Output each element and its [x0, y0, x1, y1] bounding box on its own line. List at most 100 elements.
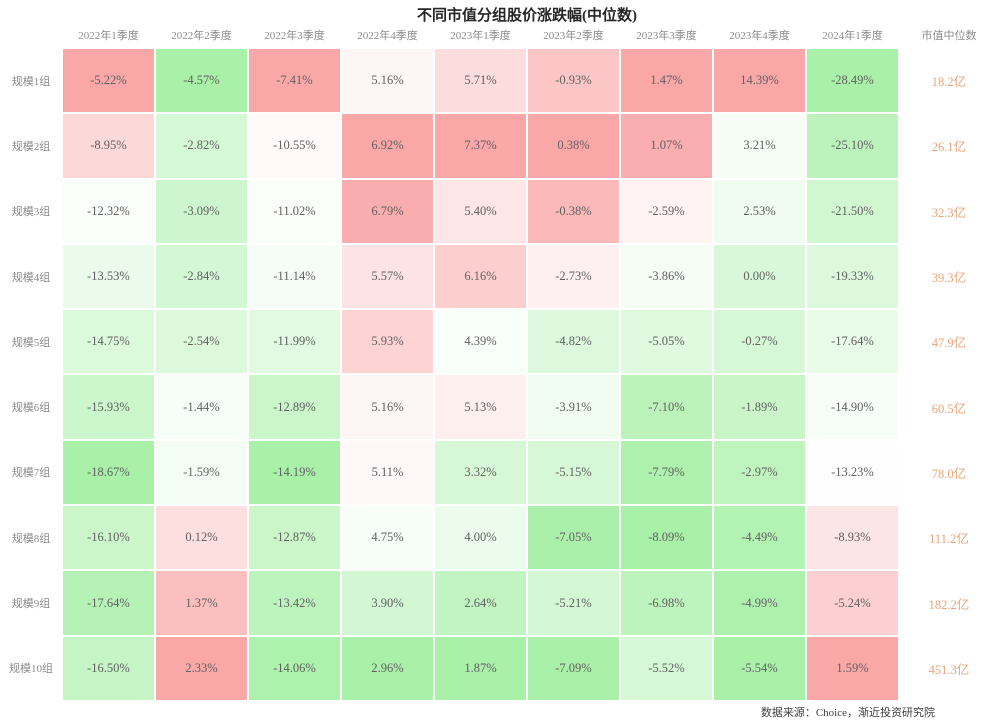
heatmap-cell: 2.64% [434, 570, 527, 636]
heatmap-cell: -2.97% [713, 439, 806, 506]
column-header: 2023年2季度 [543, 30, 604, 42]
heatmap-cell: -8.93% [806, 505, 899, 571]
heatmap-cell: -18.67% [62, 439, 155, 506]
heatmap-cell: -11.99% [248, 309, 341, 375]
column-header-row: 2022年1季度 2022年2季度 2022年3季度 2022年4季度 2023年1季度… [0, 22, 1000, 48]
heatmap-cell: 5.13% [434, 374, 527, 440]
row-label: 规模1组 [11, 75, 51, 88]
column-header: 2022年4季度 [357, 30, 418, 42]
heatmap-cell: -5.52% [620, 635, 713, 701]
row-label: 规模3组 [11, 206, 51, 219]
heatmap-cell: 4.75% [341, 505, 434, 571]
column-header-median-cap: 市值中位数 [921, 30, 977, 42]
median-cap-cell: 32.3亿 [899, 178, 999, 244]
column-header: 2023年3季度 [636, 30, 697, 42]
heatmap-cell: -8.09% [620, 505, 713, 571]
heatmap-cell: -1.89% [713, 374, 806, 440]
heatmap-cell: -19.33% [806, 243, 899, 310]
median-cap-cell: 18.2亿 [899, 48, 999, 114]
heatmap-cell: -6.98% [620, 570, 713, 636]
heatmap-cell: -17.64% [62, 570, 155, 636]
heatmap-cell: -4.49% [713, 505, 806, 571]
heatmap-cell: -28.49% [806, 48, 899, 114]
heatmap-cell: -10.55% [248, 113, 341, 179]
heatmap-cell: 5.16% [341, 374, 434, 440]
heatmap-cell: 5.11% [341, 439, 434, 506]
heatmap-cell: -5.21% [527, 570, 620, 636]
column-header: 2022年2季度 [171, 30, 232, 42]
heatmap-cell: 0.12% [155, 505, 248, 571]
column-header: 2022年1季度 [78, 30, 139, 42]
heatmap-cell: 1.47% [620, 48, 713, 114]
heatmap-cell: 5.16% [341, 48, 434, 114]
heatmap-cell: -1.59% [155, 439, 248, 506]
chart-title: 不同市值分组股价涨跌幅(中位数) [417, 8, 637, 24]
heatmap-cell: -7.79% [620, 439, 713, 506]
heatmap-cell: 2.53% [713, 178, 806, 244]
heatmap-cell: -7.41% [248, 48, 341, 114]
heatmap-cell: -3.86% [620, 243, 713, 310]
heatmap-cell: -14.19% [248, 439, 341, 506]
heatmap-cell: -2.82% [155, 113, 248, 179]
heatmap-cell: 5.40% [434, 178, 527, 244]
heatmap-cell: -0.38% [527, 178, 620, 244]
row-label: 规模7组 [11, 467, 51, 480]
heatmap-cell: -11.02% [248, 178, 341, 244]
heatmap-cell: 3.90% [341, 570, 434, 636]
heatmap-cell: -4.82% [527, 309, 620, 375]
heatmap-cell: -3.91% [527, 374, 620, 440]
heatmap-cell: 0.00% [713, 243, 806, 310]
median-cap-cell: 78.0亿 [899, 439, 999, 506]
heatmap-cell: -13.23% [806, 439, 899, 506]
column-header: 2022年3季度 [264, 30, 325, 42]
heatmap-cell: -14.90% [806, 374, 899, 440]
heatmap-cell: -2.73% [527, 243, 620, 310]
heatmap-cell: -7.05% [527, 505, 620, 571]
heatmap-cell: -2.59% [620, 178, 713, 244]
heatmap-cell: 6.92% [341, 113, 434, 179]
heatmap-cell: -2.84% [155, 243, 248, 310]
heatmap-cell: -16.50% [62, 635, 155, 701]
heatmap-cell: 3.21% [713, 113, 806, 179]
heatmap-grid: 规模1组 -5.22% -4.57% -7.41% 5.16% 5.71% -0.93% 1.… [0, 48, 1000, 701]
row-label: 规模9组 [11, 598, 51, 611]
heatmap-cell: -2.54% [155, 309, 248, 375]
heatmap-cell: 1.87% [434, 635, 527, 701]
heatmap-cell: -8.95% [62, 113, 155, 179]
heatmap-cell: 1.37% [155, 570, 248, 636]
heatmap-cell: -0.93% [527, 48, 620, 114]
heatmap-cell: -5.22% [62, 48, 155, 114]
median-cap-cell: 39.3亿 [899, 243, 999, 310]
heatmap-cell: -5.54% [713, 635, 806, 701]
heatmap-cell: 6.16% [434, 243, 527, 310]
median-cap-cell: 451.3亿 [899, 635, 999, 701]
heatmap-cell: 2.33% [155, 635, 248, 701]
heatmap-cell: -13.42% [248, 570, 341, 636]
heatmap-cell: -17.64% [806, 309, 899, 375]
median-cap-cell: 182.2亿 [899, 570, 999, 636]
heatmap-cell: 5.93% [341, 309, 434, 375]
heatmap-cell: -5.24% [806, 570, 899, 636]
heatmap-cell: -3.09% [155, 178, 248, 244]
heatmap-cell: -7.09% [527, 635, 620, 701]
row-label: 规模4组 [11, 271, 51, 284]
source-note: 数据来源：Choice，渐近投资研究院 [760, 706, 935, 719]
row-label: 规模10组 [9, 663, 53, 676]
median-cap-cell: 111.2亿 [899, 505, 999, 571]
heatmap-cell: -1.44% [155, 374, 248, 440]
heatmap-cell: 4.00% [434, 505, 527, 571]
median-cap-cell: 47.9亿 [899, 309, 999, 375]
row-label: 规模5组 [11, 336, 51, 349]
heatmap-cell: -14.06% [248, 635, 341, 701]
heatmap-cell: 3.32% [434, 439, 527, 506]
heatmap-cell: -14.75% [62, 309, 155, 375]
heatmap-cell: 14.39% [713, 48, 806, 114]
heatmap-cell: -12.32% [62, 178, 155, 244]
heatmap-cell: -11.14% [248, 243, 341, 310]
heatmap-cell: 6.79% [341, 178, 434, 244]
heatmap-cell: -5.15% [527, 439, 620, 506]
row-label: 规模6组 [11, 402, 51, 415]
row-label: 规模8组 [11, 532, 51, 545]
heatmap-cell: 5.57% [341, 243, 434, 310]
heatmap-cell: -4.99% [713, 570, 806, 636]
